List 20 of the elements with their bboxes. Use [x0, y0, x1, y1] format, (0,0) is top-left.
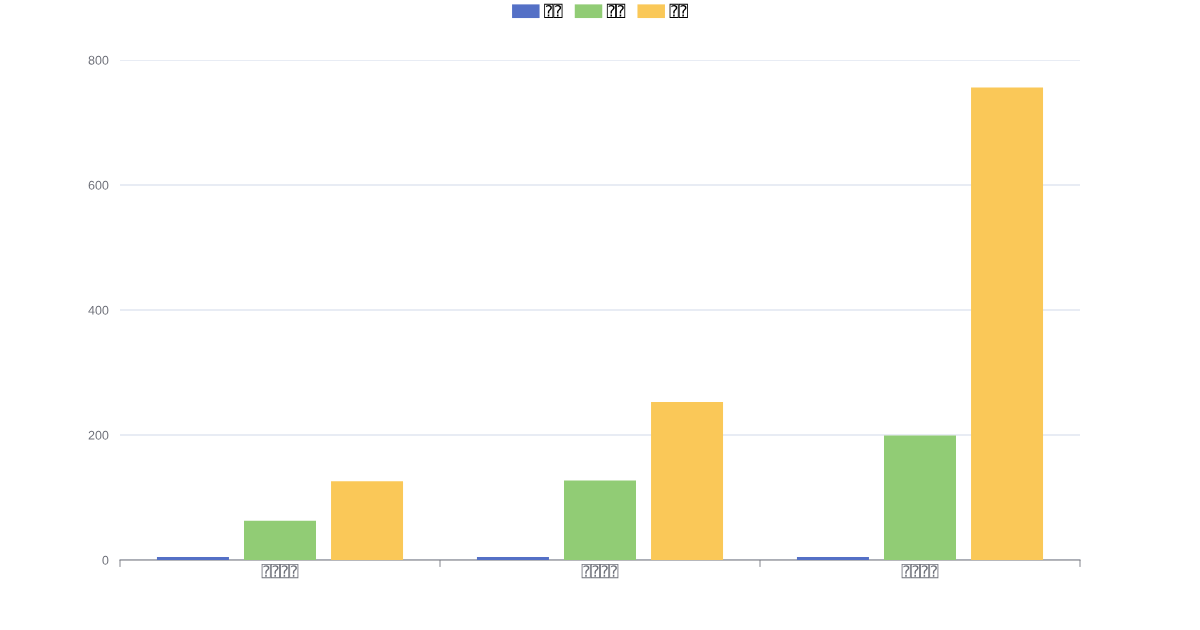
- legend-label: ⍰⍰: [544, 3, 563, 18]
- legend-label: ⍰⍰: [606, 3, 626, 18]
- y-tick-label: 600: [88, 180, 109, 190]
- x-tick-label: ⍰⍰⍰⍰: [261, 563, 299, 579]
- bar: [796, 556, 869, 560]
- y-tick-label: 200: [88, 430, 109, 440]
- y-tick-label: 0: [102, 555, 109, 565]
- bar: [476, 556, 549, 560]
- bar: [244, 520, 316, 560]
- bar: [884, 435, 956, 560]
- x-tick-label: ⍰⍰⍰⍰: [901, 563, 939, 579]
- bar: [564, 480, 636, 560]
- y-tick-label: 800: [88, 55, 109, 65]
- x-tick-label: ⍰⍰⍰⍰: [581, 563, 619, 579]
- bar: [971, 87, 1044, 560]
- bar: [156, 556, 229, 560]
- y-tick-label: 400: [88, 305, 109, 315]
- bar: [331, 481, 404, 560]
- bar: [651, 401, 724, 560]
- legend-label: ⍰⍰: [669, 3, 688, 18]
